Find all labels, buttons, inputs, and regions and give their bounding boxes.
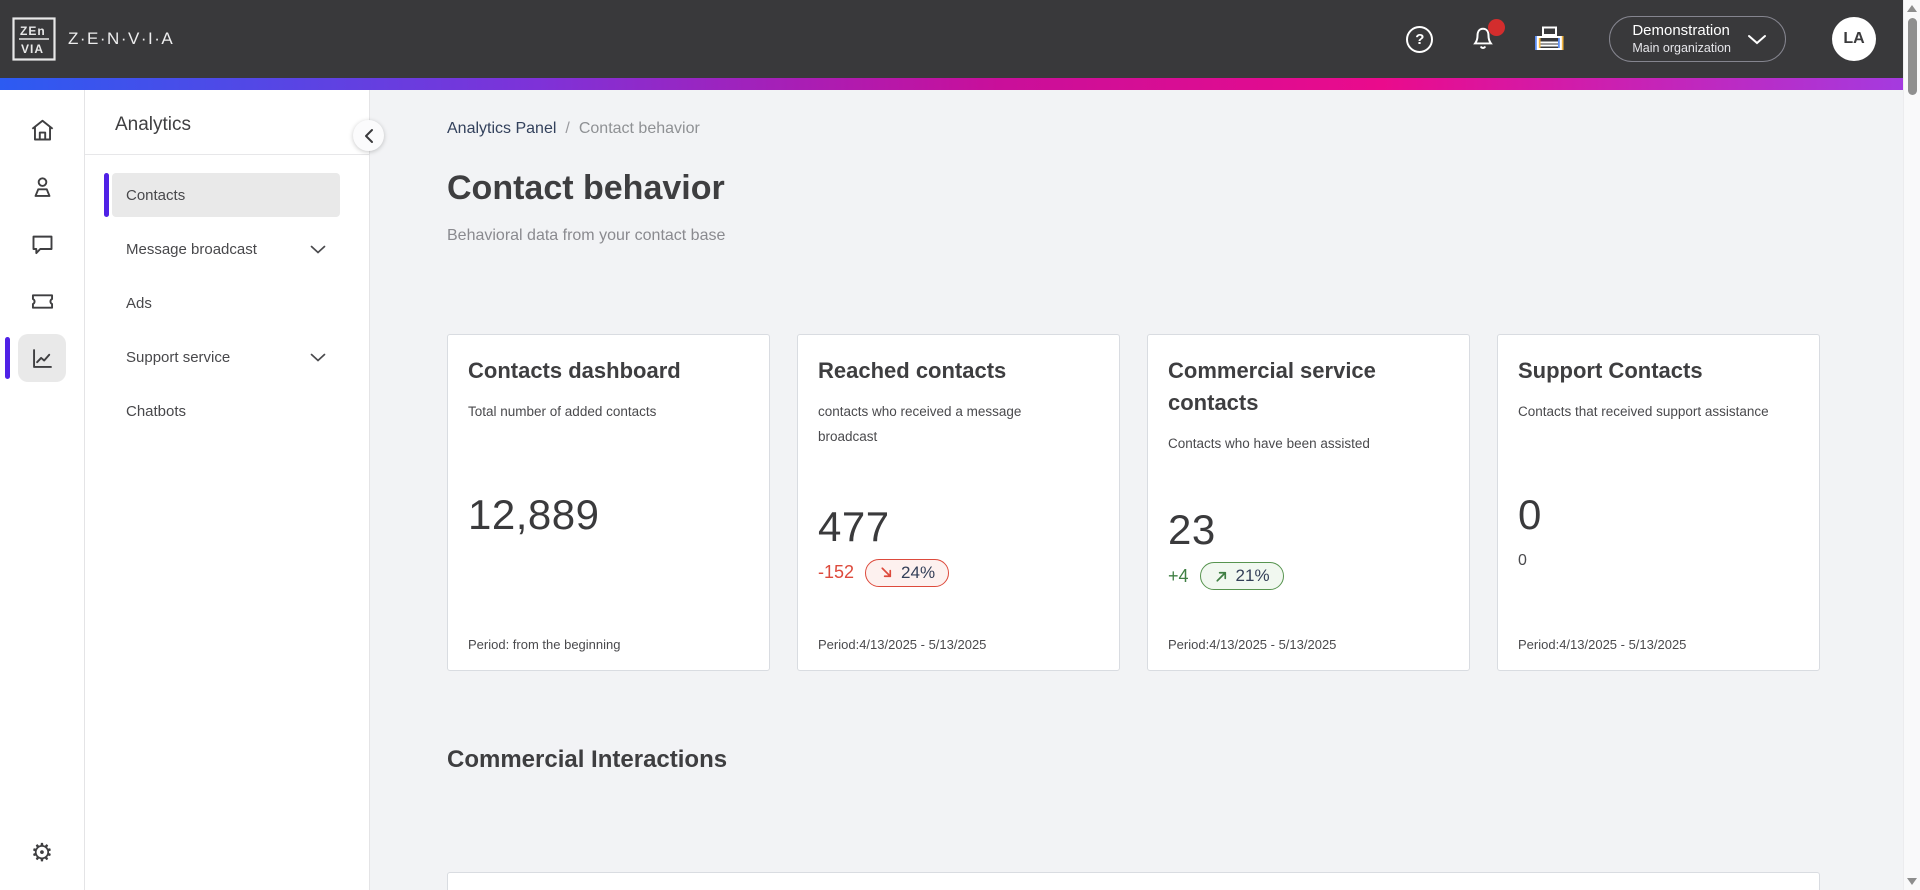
card-title: Reached contacts (818, 358, 1007, 383)
trend-badge-up: 21% (1199, 562, 1284, 591)
trend-badge-down: 24% (865, 558, 950, 587)
rail-item-contacts[interactable] (18, 163, 66, 211)
card-value: 0 (1518, 490, 1542, 538)
breadcrumb-separator: / (565, 120, 570, 137)
card-commercial-service-contacts: Commercial service contacts Contacts who… (1147, 334, 1470, 671)
card-value: 23 (1168, 506, 1216, 554)
rail-item-tickets[interactable] (18, 277, 66, 325)
analytics-panel: Analytics Contacts Message broadcast Ads (85, 90, 384, 890)
card-description: Contacts who have been assisted (1168, 435, 1370, 451)
card-period: Period: from the beginning (468, 637, 621, 652)
ticket-icon (31, 293, 53, 309)
card-support-contacts: Support Contacts Contacts that received … (1497, 334, 1820, 671)
badge-percent: 21% (1235, 566, 1270, 586)
organization-name: Demonstration (1632, 21, 1730, 39)
card-description: Contacts that received support assistanc… (1518, 403, 1769, 419)
person-icon (34, 176, 50, 197)
kpi-cards-row: Contacts dashboard Total number of added… (447, 334, 1920, 671)
main-content: Analytics Panel / Contact behavior Conta… (370, 90, 1920, 890)
brand-gradient-bar (0, 78, 1920, 90)
chevron-down-icon (310, 353, 326, 362)
card-description: Total number of added contacts (468, 403, 657, 419)
chat-bubble-icon (32, 235, 52, 254)
card-title: Contacts dashboard (468, 358, 681, 383)
delta-value: +4 (1168, 565, 1189, 586)
card-value: 477 (818, 502, 890, 550)
avatar[interactable]: LA (1832, 17, 1876, 61)
notifications-bell-icon[interactable] (1469, 19, 1506, 53)
card-value: 12,889 (468, 490, 600, 538)
section-title-commercial-interactions: Commercial Interactions (447, 746, 728, 773)
zenvia-logo-icon: ZEn VIA (12, 17, 56, 61)
breadcrumb: Analytics Panel / Contact behavior (447, 120, 1920, 138)
card-title: Support Contacts (1518, 358, 1703, 383)
delta-value: -152 (818, 562, 855, 583)
card-title: Commercial service contacts (1168, 358, 1376, 415)
icon-rail: ⚙ (0, 90, 85, 890)
svg-text:ZEn: ZEn (20, 24, 46, 38)
arrow-down-right-icon (881, 567, 892, 578)
notification-badge (1488, 19, 1506, 36)
badge-percent: 24% (901, 562, 936, 582)
brand[interactable]: ZEn VIA Z·E·N·V·I·A (12, 17, 174, 61)
organization-switcher[interactable]: Demonstration Main organization (1609, 16, 1786, 62)
svg-text:VIA: VIA (21, 42, 44, 56)
collapse-panel-button[interactable] (353, 120, 384, 151)
delta-value: 0 (1518, 551, 1527, 569)
page-title: Contact behavior (447, 169, 725, 207)
menu-item-message-broadcast[interactable]: Message broadcast (112, 227, 340, 271)
menu-item-contacts[interactable]: Contacts (104, 173, 340, 217)
page-subtitle: Behavioral data from your contact base (447, 227, 726, 244)
menu-item-support-service[interactable]: Support service (112, 335, 340, 379)
card-period: Period:4/13/2025 - 5/13/2025 (1518, 637, 1687, 652)
card-period: Period:4/13/2025 - 5/13/2025 (818, 637, 987, 652)
home-icon (31, 119, 53, 140)
topbar: ZEn VIA Z·E·N·V·I·A ? (0, 0, 1920, 78)
card-reached-contacts: Reached contacts contacts who received a… (797, 334, 1120, 671)
menu-item-ads[interactable]: Ads (126, 294, 152, 312)
scroll-up-arrow[interactable] (1907, 5, 1917, 12)
panel-title: Analytics (115, 114, 192, 135)
rail-item-conversations[interactable] (18, 220, 66, 268)
arrow-up-right-icon (1215, 571, 1226, 582)
commercial-interactions-card (447, 872, 1820, 890)
breadcrumb-current: Contact behavior (578, 120, 700, 137)
page-scrollbar[interactable] (1903, 0, 1920, 890)
rail-item-analytics[interactable] (5, 334, 66, 382)
rail-item-home[interactable] (18, 106, 66, 154)
scrollbar-thumb[interactable] (1908, 18, 1917, 95)
scroll-down-arrow[interactable] (1907, 878, 1917, 885)
chevron-down-icon (310, 245, 326, 254)
breadcrumb-analytics-panel[interactable]: Analytics Panel (447, 120, 557, 137)
line-chart-icon (32, 348, 52, 368)
menu-item-chatbots[interactable]: Chatbots (126, 402, 187, 420)
settings-gear-icon[interactable]: ⚙ (30, 839, 54, 867)
chevron-down-icon (1748, 34, 1766, 44)
brand-wordmark: Z·E·N·V·I·A (68, 29, 175, 48)
card-contacts-dashboard: Contacts dashboard Total number of added… (447, 334, 770, 671)
organization-subtitle: Main organization (1632, 40, 1731, 55)
printer-icon[interactable] (1533, 24, 1565, 54)
help-icon[interactable]: ? (1406, 25, 1434, 53)
topbar-actions: ? D (1406, 16, 1876, 62)
card-period: Period:4/13/2025 - 5/13/2025 (1168, 637, 1337, 652)
panel-menu: Contacts Message broadcast Ads Support s… (85, 155, 369, 433)
chevron-left-icon (364, 128, 373, 143)
card-description: contacts who received a message broadcas… (818, 403, 1022, 444)
